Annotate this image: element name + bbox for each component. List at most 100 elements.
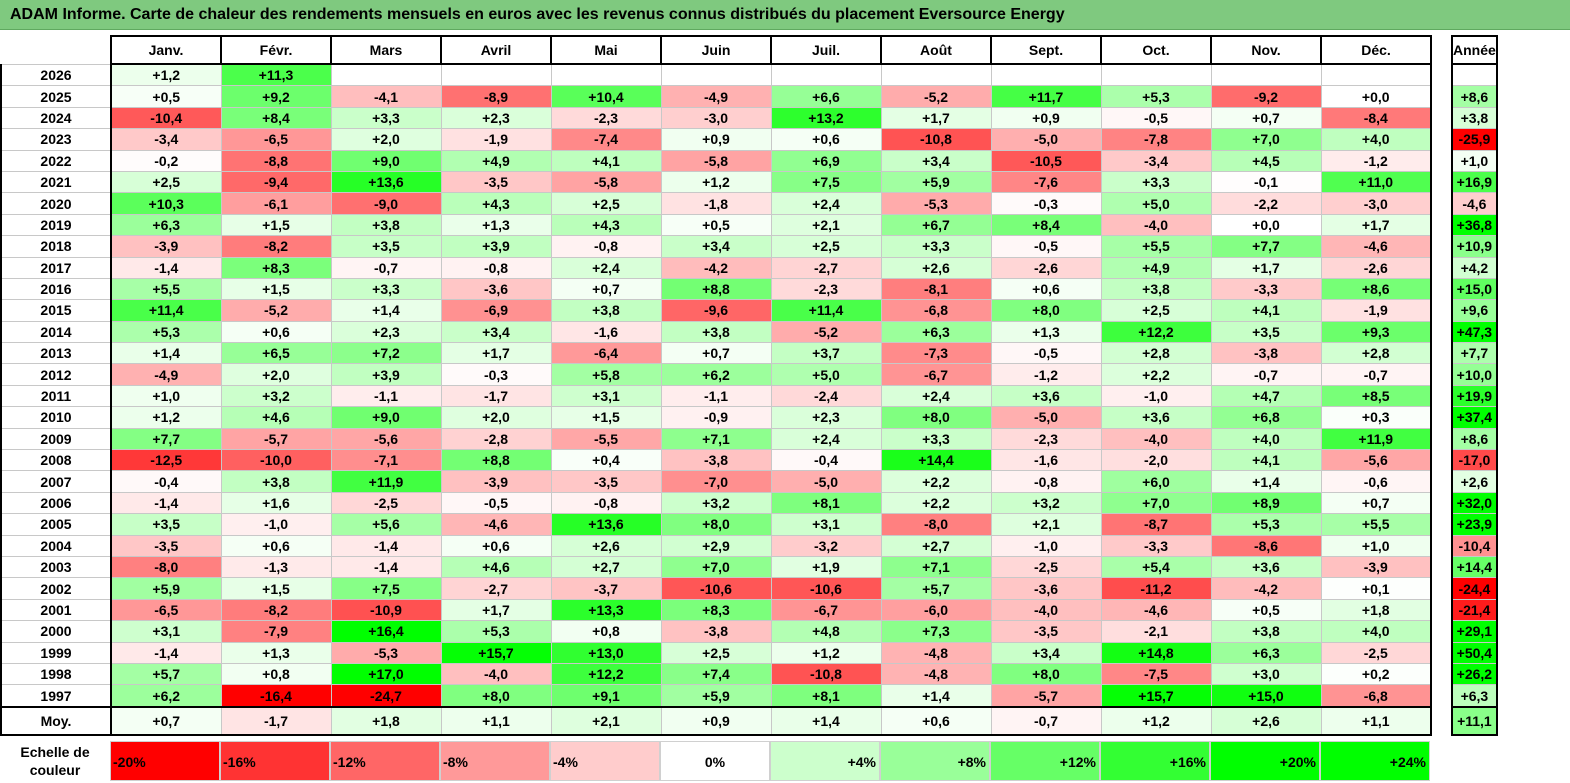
annual-row: +16,9: [1451, 170, 1498, 194]
heatmap-cell: -11,2: [1100, 577, 1212, 600]
heatmap-cell: +15,0: [1210, 684, 1322, 708]
annual-row: +8,6: [1451, 427, 1498, 451]
heatmap-cell: +3,2: [990, 491, 1102, 515]
heatmap-cell: +10,4: [550, 85, 662, 108]
heatmap-cell: +4,1: [1210, 449, 1322, 472]
heatmap-cell: +1,5: [220, 213, 332, 237]
heatmap-cell: [550, 63, 662, 87]
heatmap-cell: +1,5: [220, 577, 332, 600]
heatmap-cell: +1,0: [110, 384, 222, 408]
heatmap-cell: +4,0: [1210, 427, 1322, 451]
heatmap-cell: -2,6: [1320, 256, 1432, 279]
heatmap-cell: [990, 63, 1102, 87]
annual-row: -4,6: [1451, 192, 1498, 215]
heatmap-cell: -3,6: [440, 277, 552, 301]
heatmap-cell: -1,4: [330, 555, 442, 579]
year-row: 2009 +7,7 -5,7 -5,6 -2,8 -5,5 +7,1 +2,4 +3,3 -2,3…: [0, 427, 1432, 451]
annual-returns-table: Année +8,6 +3,8 -25,9 +1,0 +16,9 -4,6 +36,8 +10…: [1451, 35, 1498, 736]
year-row: 2018 -3,9 -8,2 +3,5 +3,9 -0,8 +3,4 +2,5 +3,3 -0,5…: [0, 235, 1432, 258]
annual-cell: +23,9: [1451, 513, 1498, 536]
heatmap-cell: -7,9: [220, 620, 332, 643]
heatmap-cell: +3,9: [330, 363, 442, 386]
heatmap-cell: +14,4: [880, 449, 992, 472]
heatmap-cell: +5,7: [880, 577, 992, 600]
color-scale-step: +8%: [880, 741, 990, 781]
heatmap-cell: -4,0: [1100, 213, 1212, 237]
heatmap-cell: -3,5: [550, 470, 662, 493]
heatmap-cell: -3,9: [1320, 555, 1432, 579]
heatmap-cell: +9,2: [220, 85, 332, 108]
year-label: 2016: [0, 277, 112, 301]
heatmap-cell: +14,8: [1100, 641, 1212, 664]
heatmap-cell: +3,1: [550, 384, 662, 408]
annual-row: +47,3: [1451, 320, 1498, 344]
heatmap-cell: +3,3: [880, 235, 992, 258]
heatmap-cell: +2,1: [770, 213, 882, 237]
heatmap-cell: -6,5: [110, 598, 222, 622]
heatmap-cell: -10,5: [990, 149, 1102, 172]
annual-cell: +10,9: [1451, 235, 1498, 258]
color-scale-step: -16%: [220, 741, 330, 781]
year-label: 1997: [0, 684, 112, 708]
average-annual-row: +11,1: [1451, 705, 1498, 736]
heatmap-cell: +10,3: [110, 192, 222, 215]
heatmap-cell: +1,9: [770, 555, 882, 579]
annual-cell: [1451, 63, 1498, 87]
heatmap-cell: -2,1: [1100, 620, 1212, 643]
heatmap-cell: +3,3: [330, 106, 442, 130]
annual-cell: +3,8: [1451, 106, 1498, 130]
year-label: 2006: [0, 491, 112, 515]
heatmap-cell: -0,5: [440, 491, 552, 515]
heatmap-cell: +7,0: [660, 555, 772, 579]
heatmap-cell: -9,6: [660, 299, 772, 322]
annual-cell: +10,0: [1451, 363, 1498, 386]
heatmap-cell: +7,4: [660, 662, 772, 686]
heatmap-cell: -8,4: [1320, 106, 1432, 130]
heatmap-cell: -1,7: [440, 384, 552, 408]
annual-cell: +19,9: [1451, 384, 1498, 408]
heatmap-cell: +0,8: [550, 620, 662, 643]
heatmap-cell: [770, 63, 882, 87]
heatmap-cell: -3,9: [440, 470, 552, 493]
heatmap-cell: +8,5: [1320, 384, 1432, 408]
heatmap-cell: -1,4: [110, 256, 222, 279]
heatmap-cell: +0,6: [990, 277, 1102, 301]
year-row: 2024 -10,4 +8,4 +3,3 +2,3 -2,3 -3,0 +13,2 +1,7 +0…: [0, 106, 1432, 130]
heatmap-cell: -8,1: [880, 277, 992, 301]
heatmap-cell: +7,2: [330, 342, 442, 365]
heatmap-cell: -1,4: [110, 641, 222, 664]
year-label: 2007: [0, 470, 112, 493]
heatmap-cell: +7,1: [660, 427, 772, 451]
heatmap-cell: -10,8: [770, 662, 882, 686]
heatmap-cell: -10,4: [110, 106, 222, 130]
month-header: Mars: [330, 35, 442, 65]
heatmap-cell: +5,7: [110, 662, 222, 686]
heatmap-cell: +1,8: [330, 705, 442, 736]
heatmap-cell: -3,3: [1100, 534, 1212, 557]
year-row: 2007 -0,4 +3,8 +11,9 -3,9 -3,5 -7,0 -5,0 +2,2 -0,…: [0, 470, 1432, 493]
year-label: 2017: [0, 256, 112, 279]
heatmap-cell: +2,5: [770, 235, 882, 258]
annual-row: +50,4: [1451, 641, 1498, 664]
month-header: Avril: [440, 35, 552, 65]
year-label: 2023: [0, 128, 112, 151]
heatmap-cell: +7,3: [880, 620, 992, 643]
annual-cell: +6,3: [1451, 684, 1498, 708]
heatmap-cell: +8,0: [990, 299, 1102, 322]
heatmap-cell: +3,1: [770, 513, 882, 536]
heatmap-cell: -0,8: [990, 470, 1102, 493]
heatmap-cell: +12,2: [1100, 320, 1212, 344]
heatmap-cell: [330, 63, 442, 87]
annual-cell: +29,1: [1451, 620, 1498, 643]
annual-row: +10,9: [1451, 235, 1498, 258]
heatmap-cell: +3,3: [1100, 170, 1212, 194]
year-row: 2013 +1,4 +6,5 +7,2 +1,7 -6,4 +0,7 +3,7 -7,3 -0,5…: [0, 342, 1432, 365]
heatmap-cell: +2,9: [660, 534, 772, 557]
heatmap-cell: +1,3: [220, 641, 332, 664]
heatmap-cell: -1,4: [330, 534, 442, 557]
heatmap-cell: -7,5: [1100, 662, 1212, 686]
heatmap-cell: +3,9: [440, 235, 552, 258]
heatmap-cell: +0,4: [550, 449, 662, 472]
year-row: 1998 +5,7 +0,8 +17,0 -4,0 +12,2 +7,4 -10,8 -4,8 +…: [0, 662, 1432, 686]
heatmap-cell: -1,2: [1320, 149, 1432, 172]
